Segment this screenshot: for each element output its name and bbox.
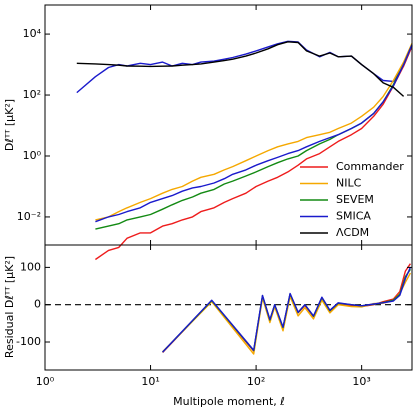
series-line [95,45,413,261]
y-tick-label: 10⁴ [23,27,42,40]
y-tick-label: 10⁰ [23,149,42,162]
y-tick-label: 0 [34,298,41,311]
plot-frame [44,244,413,371]
y-tick-label: 100 [20,260,41,273]
series-line [76,40,413,94]
x-tick-label: 10² [247,375,265,388]
series-line [76,41,405,97]
x-tick-label: 10³ [352,375,370,388]
legend-label: NILC [336,177,362,190]
legend-label: SEVEM [336,193,374,206]
x-tick-label: 10¹ [141,375,159,388]
y-tick-label: -100 [16,335,41,348]
y-axis-label: Dℓᵀᵀ [μK²] [3,99,16,151]
legend-label: SMICA [336,210,371,223]
y-tick-label: 10² [23,88,41,101]
series-line [95,44,413,223]
x-tick-label: 10⁰ [36,375,55,388]
legend-label: Commander [336,160,404,173]
x-axis-label: Multipole moment, ℓ [173,395,285,408]
y-tick-label: 10⁻² [17,210,41,223]
series-line [162,267,412,353]
legend-label: ΛCDM [336,226,369,239]
series-line [95,43,413,221]
y-axis-label: Residual Dℓᵀᵀ [μK²] [3,256,16,358]
